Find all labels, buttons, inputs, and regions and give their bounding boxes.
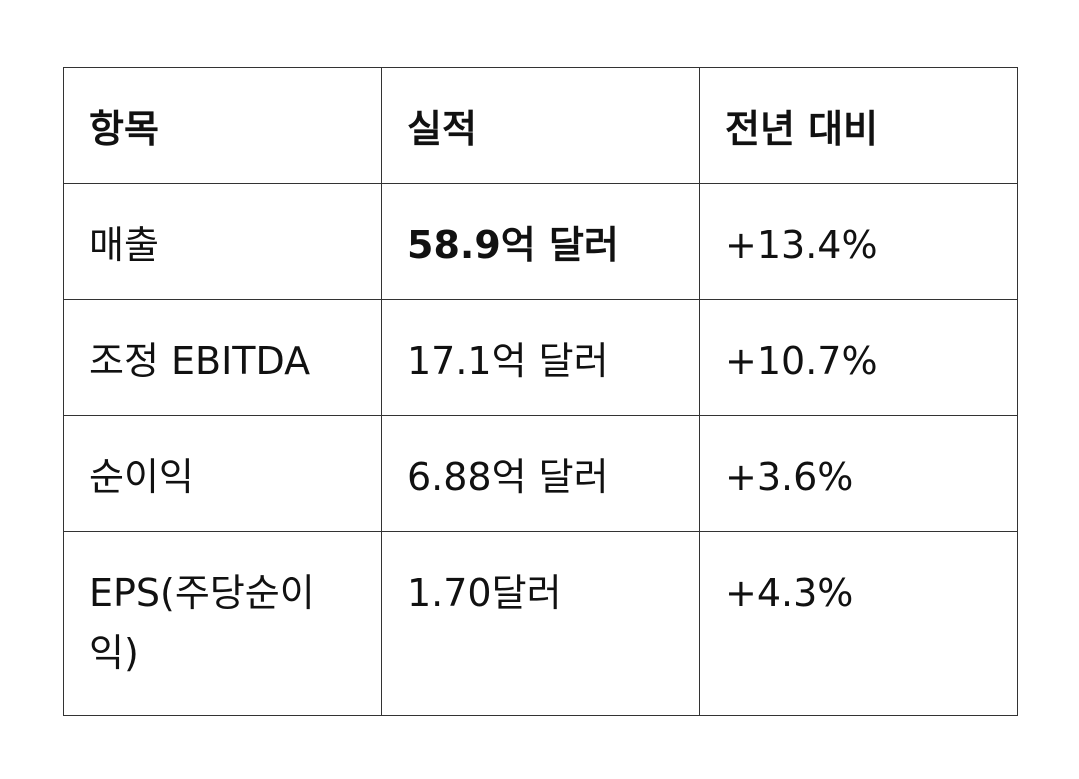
table-cell: +13.4%: [699, 183, 1018, 300]
table-row: 조정 EBITDA 17.1억 달러 +10.7%: [63, 299, 1018, 416]
table-cell: 58.9억 달러: [381, 183, 700, 300]
header-row: 항목 실적 전년 대비: [63, 67, 1018, 184]
table-cell: 1.70달러: [381, 531, 700, 716]
table-cell: +4.3%: [699, 531, 1018, 716]
table-head: 항목 실적 전년 대비: [63, 67, 1018, 184]
table-body: 매출 58.9억 달러 +13.4% 조정 EBITDA 17.1억 달러 +10.7% 순…: [63, 183, 1018, 716]
header-cell: 항목: [63, 67, 382, 184]
table-cell: +10.7%: [699, 299, 1018, 416]
table-cell: 6.88억 달러: [381, 415, 700, 532]
table-cell: 조정 EBITDA: [63, 299, 382, 416]
header-cell: 전년 대비: [699, 67, 1018, 184]
table-cell: +3.6%: [699, 415, 1018, 532]
table-row: 매출 58.9억 달러 +13.4%: [63, 183, 1018, 300]
header-cell: 실적: [381, 67, 700, 184]
table-row: 순이익 6.88억 달러 +3.6%: [63, 415, 1018, 532]
table-cell: EPS(주당순이익): [63, 531, 382, 716]
results-table: 항목 실적 전년 대비 매출 58.9억 달러 +13.4% 조정 EBITDA 17.1억…: [63, 67, 1018, 716]
table-row: EPS(주당순이익) 1.70달러 +4.3%: [63, 531, 1018, 716]
table-cell: 순이익: [63, 415, 382, 532]
table-cell: 17.1억 달러: [381, 299, 700, 416]
table-cell: 매출: [63, 183, 382, 300]
